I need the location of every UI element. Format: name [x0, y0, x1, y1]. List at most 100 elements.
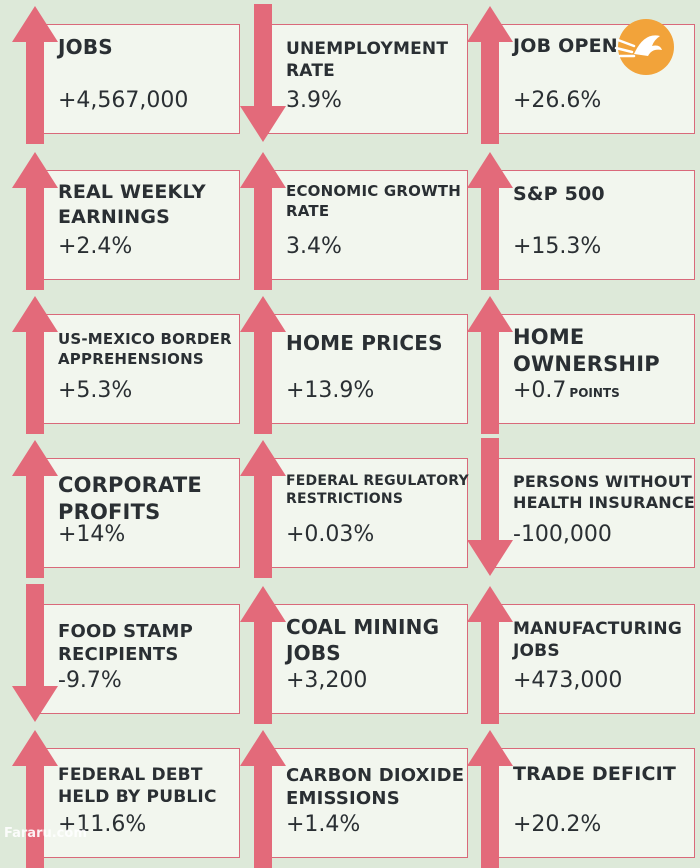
indicator-card: JOB OPENINGS +26.6%	[465, 4, 697, 144]
indicator-value: +5.3%	[58, 378, 132, 403]
indicator-card-box	[495, 748, 695, 858]
indicator-card: S&P 500 +15.3%	[465, 150, 697, 290]
indicator-label: CORPORATE PROFITS	[58, 473, 202, 525]
indicator-value-number: +5.3%	[58, 378, 133, 403]
arrow-up-icon	[467, 586, 513, 724]
indicator-value-number: +4,567,000	[58, 88, 189, 113]
indicator-label: JOBS	[58, 35, 113, 59]
fararu-logo-icon	[614, 19, 674, 75]
indicator-value-number: +473,000	[513, 668, 623, 693]
indicator-card-box	[40, 748, 240, 858]
indicator-label: PERSONS WITHOUT HEALTH INSURANCE	[513, 472, 695, 512]
indicator-label: COAL MINING JOBS	[286, 615, 440, 665]
arrow-up-icon	[467, 152, 513, 290]
arrow-up-icon	[240, 730, 286, 868]
indicator-value: +13.9%	[286, 378, 374, 403]
indicator-card-box	[495, 314, 695, 424]
indicator-card: FEDERAL REGULATORY RESTRICTIONS +0.03%	[238, 438, 470, 578]
indicator-value: +0.7 POINTS	[513, 378, 620, 403]
indicator-value-number: -9.7%	[58, 668, 122, 693]
arrow-down-icon	[467, 438, 513, 576]
indicator-card: HOME OWNERSHIP +0.7 POINTS	[465, 294, 697, 434]
indicator-card-box	[495, 170, 695, 280]
arrow-up-icon	[12, 730, 58, 868]
indicator-value-number: 3.9%	[286, 88, 342, 113]
indicator-value: +4,567,000	[58, 88, 188, 113]
indicator-value-number: +15.3%	[513, 234, 602, 259]
indicator-card: PERSONS WITHOUT HEALTH INSURANCE -100,000	[465, 438, 697, 578]
indicator-value-number: +3,200	[286, 668, 368, 693]
arrow-up-icon	[240, 586, 286, 724]
indicator-value: +473,000	[513, 668, 622, 693]
indicator-card-box	[268, 24, 468, 134]
indicator-card: US-MEXICO BORDER APPREHENSIONS +5.3%	[10, 294, 242, 434]
indicator-value-number: +0.7	[513, 378, 567, 403]
indicator-label: FOOD STAMP RECIPIENTS	[58, 621, 193, 666]
indicator-value-number: +13.9%	[286, 378, 375, 403]
indicator-value: +11.6%	[58, 812, 146, 837]
indicator-value: +1.4%	[286, 812, 360, 837]
indicator-label: UNEMPLOYMENT RATE	[286, 39, 449, 82]
indicator-value: +3,200	[286, 668, 367, 693]
arrow-up-icon	[240, 152, 286, 290]
indicator-value: +20.2%	[513, 812, 601, 837]
indicator-card: UNEMPLOYMENT RATE 3.9%	[238, 4, 470, 144]
indicator-card-box	[268, 458, 468, 568]
indicator-value-unit: POINTS	[569, 386, 620, 400]
indicator-label: CARBON DIOXIDE EMISSIONS	[286, 765, 465, 810]
indicator-value: 3.4%	[286, 234, 342, 259]
indicator-card: JOBS +4,567,000	[10, 4, 242, 144]
indicator-value: +26.6%	[513, 88, 601, 113]
indicator-value: +15.3%	[513, 234, 601, 259]
indicator-value-number: +0.03%	[286, 522, 375, 547]
indicator-value: +14%	[58, 522, 125, 547]
indicator-card-box	[40, 24, 240, 134]
arrow-up-icon	[12, 440, 58, 578]
indicator-label: ECONOMIC GROWTH RATE	[286, 182, 461, 220]
indicator-value: -100,000	[513, 522, 612, 547]
indicator-card: CORPORATE PROFITS +14%	[10, 438, 242, 578]
indicator-card: ECONOMIC GROWTH RATE 3.4%	[238, 150, 470, 290]
indicator-card-box	[268, 314, 468, 424]
indicator-value-number: +2.4%	[58, 234, 133, 259]
indicator-label: HOME OWNERSHIP	[513, 325, 660, 377]
arrow-up-icon	[467, 296, 513, 434]
indicator-value-number: +20.2%	[513, 812, 602, 837]
arrow-down-icon	[12, 584, 58, 722]
indicator-card-box	[40, 314, 240, 424]
indicator-value-number: +14%	[58, 522, 126, 547]
arrow-down-icon	[240, 4, 286, 142]
indicator-card: COAL MINING JOBS +3,200	[238, 584, 470, 724]
indicator-card-box	[40, 604, 240, 714]
indicator-label: S&P 500	[513, 183, 605, 205]
indicator-value-number: +26.6%	[513, 88, 602, 113]
indicator-label: FEDERAL DEBT HELD BY PUBLIC	[58, 765, 217, 808]
indicator-card-box	[495, 458, 695, 568]
watermark: Fararu.com	[4, 826, 87, 841]
indicator-card: REAL WEEKLY EARNINGS +2.4%	[10, 150, 242, 290]
indicator-card: HOME PRICES +13.9%	[238, 294, 470, 434]
indicator-value-number: +1.4%	[286, 812, 361, 837]
arrow-up-icon	[467, 6, 513, 144]
indicator-card: FEDERAL DEBT HELD BY PUBLIC +11.6%	[10, 728, 242, 868]
indicator-card-box	[495, 604, 695, 714]
indicator-value-number: +11.6%	[58, 812, 147, 837]
indicator-label: HOME PRICES	[286, 331, 443, 355]
indicator-label: TRADE DEFICIT	[513, 763, 677, 785]
indicator-label: US-MEXICO BORDER APPREHENSIONS	[58, 330, 232, 368]
indicator-label: REAL WEEKLY EARNINGS	[58, 181, 206, 228]
indicator-card: MANUFACTURING JOBS +473,000	[465, 584, 697, 724]
indicator-label: FEDERAL REGULATORY RESTRICTIONS	[286, 473, 469, 508]
indicator-value: 3.9%	[286, 88, 342, 113]
arrow-up-icon	[240, 296, 286, 434]
indicator-card: CARBON DIOXIDE EMISSIONS +1.4%	[238, 728, 470, 868]
arrow-up-icon	[12, 152, 58, 290]
arrow-up-icon	[12, 296, 58, 434]
indicator-value-number: 3.4%	[286, 234, 342, 259]
indicator-card-box	[268, 604, 468, 714]
indicator-value: -9.7%	[58, 668, 122, 693]
indicator-value-number: -100,000	[513, 522, 612, 547]
indicator-value: +2.4%	[58, 234, 132, 259]
indicator-card: TRADE DEFICIT +20.2%	[465, 728, 697, 868]
